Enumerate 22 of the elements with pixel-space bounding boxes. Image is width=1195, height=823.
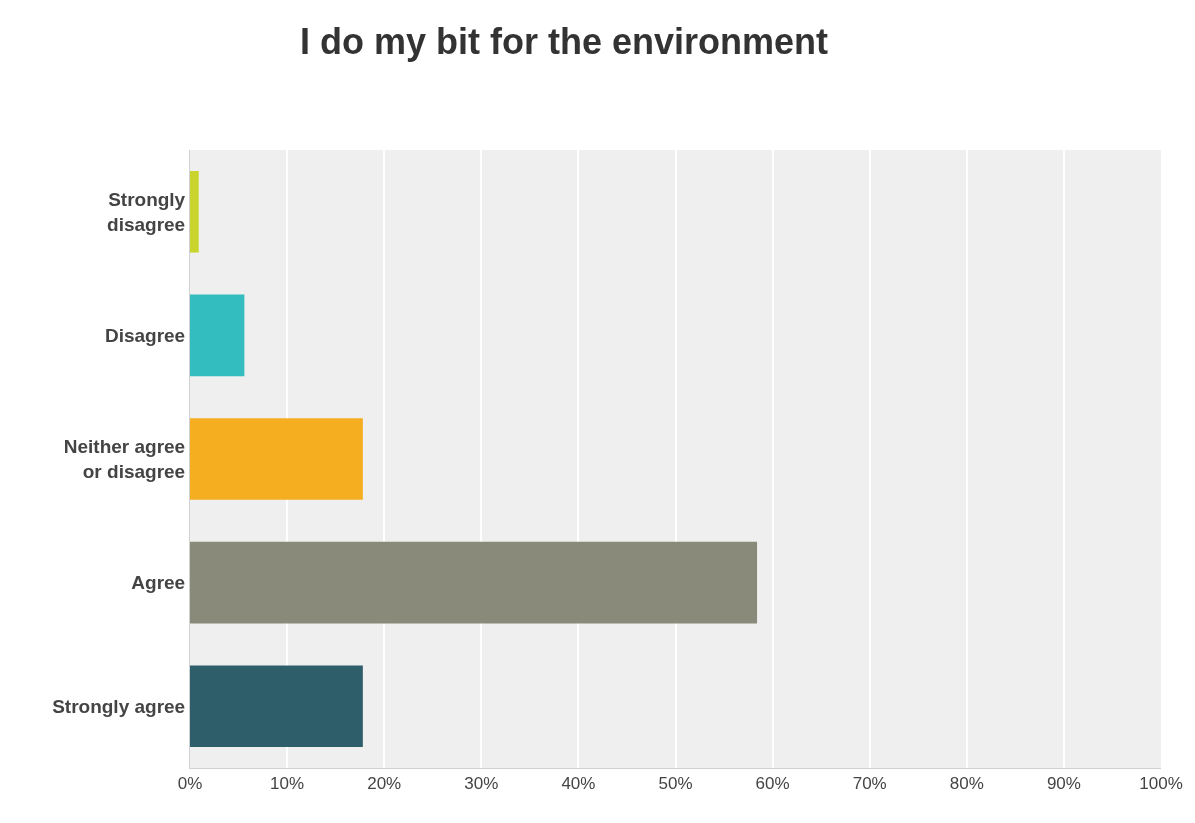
x-tick-label: 50% [658,774,693,794]
bar [190,171,199,253]
y-tick-label: Neither agree or disagree [63,436,186,482]
bar [190,665,363,747]
x-tick-label: 20% [367,774,402,794]
x-tick-label: 80% [949,774,984,794]
chart-title: I do my bit for the environment [300,21,829,62]
y-tick-label: Agree [131,572,186,594]
y-tick-label: Disagree [104,325,186,347]
x-tick-label: 90% [1046,774,1081,794]
y-tick-label: Strongly disagree [107,189,186,235]
x-tick-label: 100% [1139,774,1183,794]
x-tick-label: 40% [561,774,596,794]
x-tick-label: 0% [177,774,203,794]
x-tick-label: 60% [755,774,790,794]
y-tick-label: Strongly agree [52,695,186,717]
bar [190,418,363,500]
x-tick-label: 10% [270,774,305,794]
x-tick-label: 70% [852,774,887,794]
x-tick-label: 30% [464,774,499,794]
bar [190,294,245,377]
bar [190,541,758,624]
